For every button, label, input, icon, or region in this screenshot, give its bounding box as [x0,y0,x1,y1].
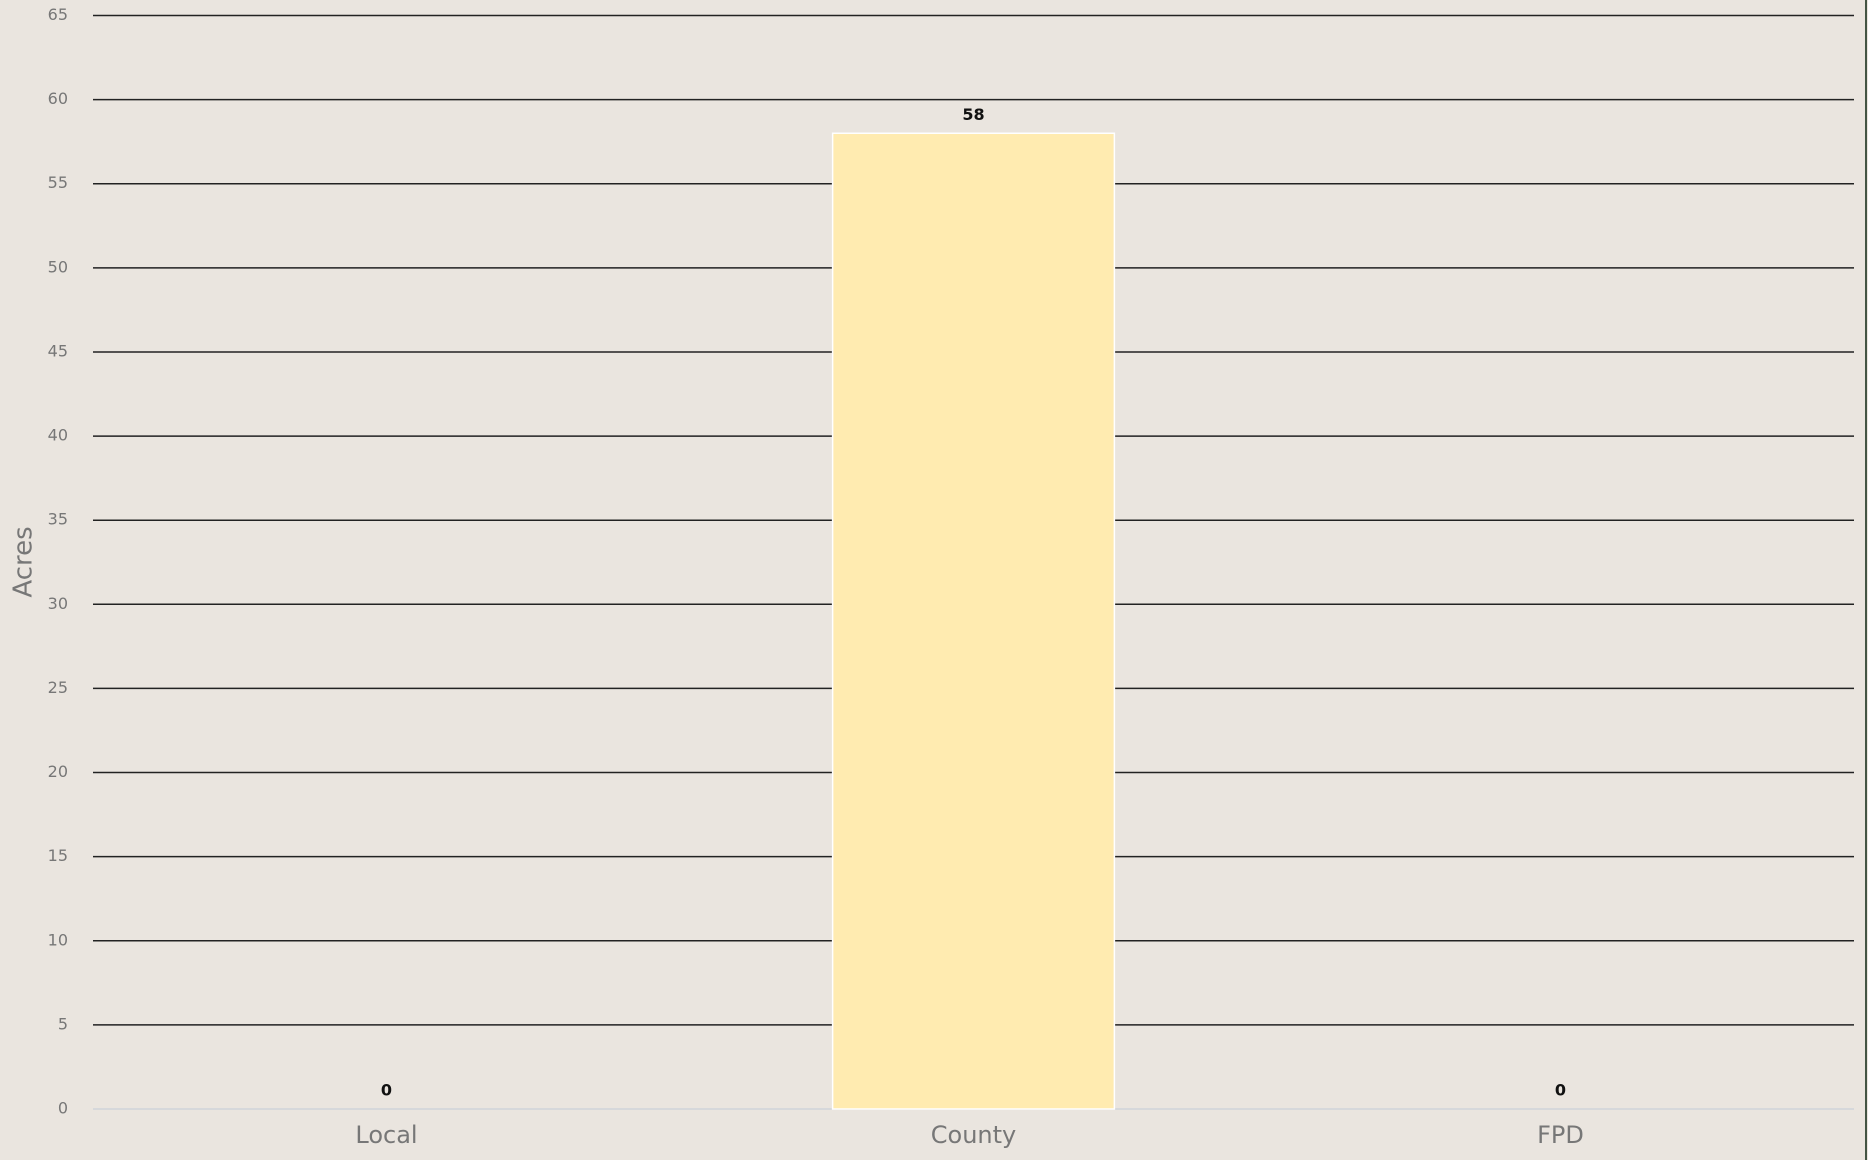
bar [831,132,1116,1110]
y-tick-label: 10 [48,930,68,949]
y-tick-label: 25 [48,678,68,697]
y-tick-label: 15 [48,846,68,865]
y-tick-label: 65 [48,5,68,24]
y-tick-label: 5 [58,1014,68,1033]
x-tick-label: County [931,1121,1016,1149]
y-tick-label: 40 [48,426,68,445]
value-label: 0 [1555,1081,1566,1100]
y-tick-label: 55 [48,173,68,192]
x-tick-label: FPD [1537,1121,1584,1149]
y-tick-label: 20 [48,762,68,781]
y-axis-label: Acres [9,526,39,597]
y-tick-label: 60 [48,89,68,108]
y-tick-label: 35 [48,510,68,529]
value-label: 0 [381,1081,392,1100]
y-tick-label: 45 [48,341,68,360]
value-label: 58 [962,105,984,124]
y-tick-label: 0 [58,1099,68,1118]
y-tick-label: 50 [48,257,68,276]
x-tick-label: Local [355,1121,417,1149]
y-tick-label: 30 [48,594,68,613]
